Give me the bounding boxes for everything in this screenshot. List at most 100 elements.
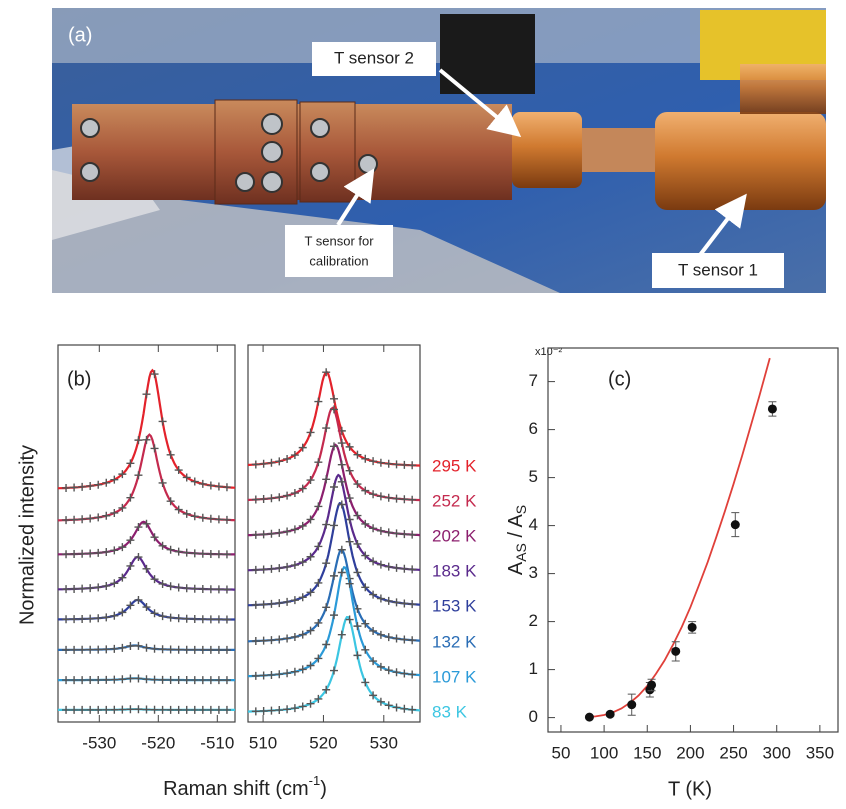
data-point	[306, 552, 315, 561]
data-point	[190, 676, 199, 685]
data-point	[110, 579, 119, 588]
data-point	[198, 615, 207, 624]
data-point	[361, 678, 370, 687]
data-point	[110, 705, 119, 714]
data-point	[259, 459, 268, 468]
y-tick-label: 5	[529, 467, 538, 486]
plot-frame	[57, 344, 236, 723]
data-point	[376, 560, 385, 569]
data-point	[306, 626, 315, 635]
data-point	[267, 599, 276, 608]
data-point	[330, 405, 338, 414]
data-point	[259, 565, 268, 574]
series-label: 295 K	[432, 457, 477, 476]
data-point	[190, 705, 199, 714]
data-point	[110, 508, 119, 517]
y-axis-label-part: A	[505, 561, 527, 575]
data-point	[182, 614, 191, 623]
data-point	[267, 458, 276, 467]
data-point	[275, 706, 284, 715]
data-point	[110, 644, 119, 653]
data-point	[376, 594, 385, 603]
data-point	[126, 459, 135, 468]
data-point	[283, 454, 292, 463]
fit-curve	[247, 501, 421, 607]
data-point	[214, 615, 223, 624]
data-point	[384, 562, 393, 571]
data-point	[174, 547, 183, 556]
data-point	[70, 515, 79, 524]
data-point	[118, 503, 127, 512]
data-point	[290, 632, 299, 641]
x-tick-label: 530	[370, 733, 398, 752]
x-axis-label-part: Raman shift (cm	[163, 778, 309, 800]
data-point	[647, 680, 657, 690]
data-point	[361, 583, 370, 592]
data-point	[376, 662, 385, 671]
data-point	[126, 561, 135, 570]
data-point	[267, 494, 276, 503]
data-point	[259, 671, 268, 680]
data-point	[361, 486, 370, 495]
data-point	[110, 546, 119, 555]
y-tick-label: 2	[529, 611, 538, 630]
data-point	[166, 450, 175, 459]
data-point	[376, 697, 385, 706]
data-point	[376, 458, 385, 467]
data-point	[86, 614, 95, 623]
data-point	[158, 417, 167, 426]
y-tick-label: 4	[529, 515, 538, 534]
data-point	[314, 502, 323, 511]
data-point	[376, 526, 385, 535]
data-point	[134, 641, 143, 650]
series-label: 132 K	[432, 632, 477, 651]
data-point	[182, 645, 191, 654]
data-point	[222, 550, 231, 559]
data-point	[78, 515, 87, 524]
data-point	[206, 645, 215, 654]
data-point	[345, 466, 354, 475]
data-point	[392, 598, 401, 607]
data-point	[267, 529, 276, 538]
data-point	[369, 691, 378, 700]
data-point	[94, 480, 103, 489]
data-point	[384, 596, 393, 605]
data-point	[94, 614, 103, 623]
data-point	[126, 705, 135, 714]
photo: (a) T sensor 2 T sensor for calibration …	[52, 8, 826, 293]
data-point	[337, 500, 346, 509]
data-point	[102, 581, 111, 590]
panel-label: (a)	[68, 24, 92, 46]
data-point	[267, 564, 276, 573]
data-point	[86, 549, 95, 558]
data-point	[251, 530, 260, 539]
data-point	[283, 491, 292, 500]
screws	[80, 113, 378, 193]
data-point	[345, 442, 354, 451]
data-point	[190, 615, 199, 624]
data-point	[78, 584, 87, 593]
data-point	[330, 394, 338, 403]
data-point	[408, 461, 417, 470]
data-point	[392, 668, 401, 677]
data-point	[730, 520, 740, 530]
y-tick-label: 3	[529, 563, 538, 582]
data-point	[290, 561, 299, 570]
data-point	[314, 578, 323, 587]
data-point	[158, 478, 167, 487]
data-point	[671, 646, 681, 656]
data-point	[150, 609, 159, 618]
data-point	[102, 511, 111, 520]
data-point	[290, 489, 299, 498]
data-point	[345, 615, 354, 624]
data-point	[384, 528, 393, 537]
data-point	[166, 675, 175, 684]
photo-label: T sensor 2	[334, 48, 414, 67]
data-point	[62, 550, 71, 559]
data-point	[384, 459, 393, 468]
data-point	[353, 480, 362, 489]
data-point	[110, 611, 119, 620]
data-point	[134, 471, 143, 480]
data-point	[251, 637, 260, 646]
data-point	[290, 525, 299, 534]
